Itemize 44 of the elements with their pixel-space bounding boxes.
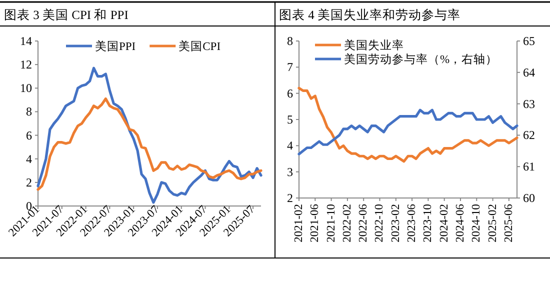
line-series	[36, 97, 262, 191]
y2-tick-label: 60	[523, 191, 535, 205]
x-tick-label: 2023-02	[390, 204, 402, 242]
y-tick-label: 6	[26, 128, 32, 142]
y2-tick-label: 63	[523, 96, 535, 111]
y-tick-label: 8	[26, 104, 32, 119]
y-tick-label: 4	[287, 138, 293, 153]
x-tick-label: 2024-10	[470, 204, 483, 242]
y-tick-label: 3	[287, 164, 293, 179]
x-tick-label: 2024-02	[438, 204, 450, 242]
x-tick-label: 2022-02	[341, 204, 354, 242]
line-series	[36, 66, 262, 204]
x-tick-label: 2021-06	[309, 204, 322, 242]
chart-title: 图表 3 美国 CPI 和 PPI	[4, 7, 128, 22]
y-tick-label: 5	[287, 112, 293, 126]
legend-label: 美国CPI	[178, 39, 221, 53]
line-series	[298, 86, 518, 163]
y-tick-label: 4	[26, 152, 32, 166]
y-tick-label: 10	[20, 81, 32, 96]
x-tick-label: 2023-10	[422, 204, 434, 242]
chart-title: 图表 4 美国失业率和劳动参与率	[279, 7, 460, 22]
x-tick-label: 2021-10	[325, 204, 338, 242]
y-tick-label: 6	[287, 86, 293, 100]
y-tick-label: 2	[26, 175, 32, 190]
x-tick-label: 2025-06	[502, 204, 515, 242]
y2-tick-label: 61	[523, 160, 535, 174]
legend-label: 美国劳动参与率（%，右轴）	[344, 52, 498, 66]
x-tick-label: 2022-06	[358, 204, 370, 242]
y2-tick-label: 64	[523, 65, 535, 80]
x-tick-label: 2021-02	[293, 204, 305, 242]
x-tick-label: 2023-06	[406, 204, 418, 242]
y2-tick-label: 62	[523, 128, 535, 142]
x-tick-label: 2022-10	[374, 204, 386, 242]
y2-tick-label: 65	[523, 34, 535, 48]
legend-label: 美国PPI	[95, 39, 136, 53]
y-tick-label: 8	[287, 34, 293, 48]
y-tick-label: 12	[20, 58, 32, 72]
y-tick-label: 2	[287, 191, 293, 205]
y-tick-label: 7	[287, 60, 293, 74]
y-tick-label: 14	[20, 34, 32, 48]
x-tick-label: 2025-02	[486, 204, 499, 242]
legend-label: 美国失业率	[344, 38, 404, 52]
line-series	[298, 108, 518, 156]
x-tick-label: 2024-06	[454, 204, 466, 242]
